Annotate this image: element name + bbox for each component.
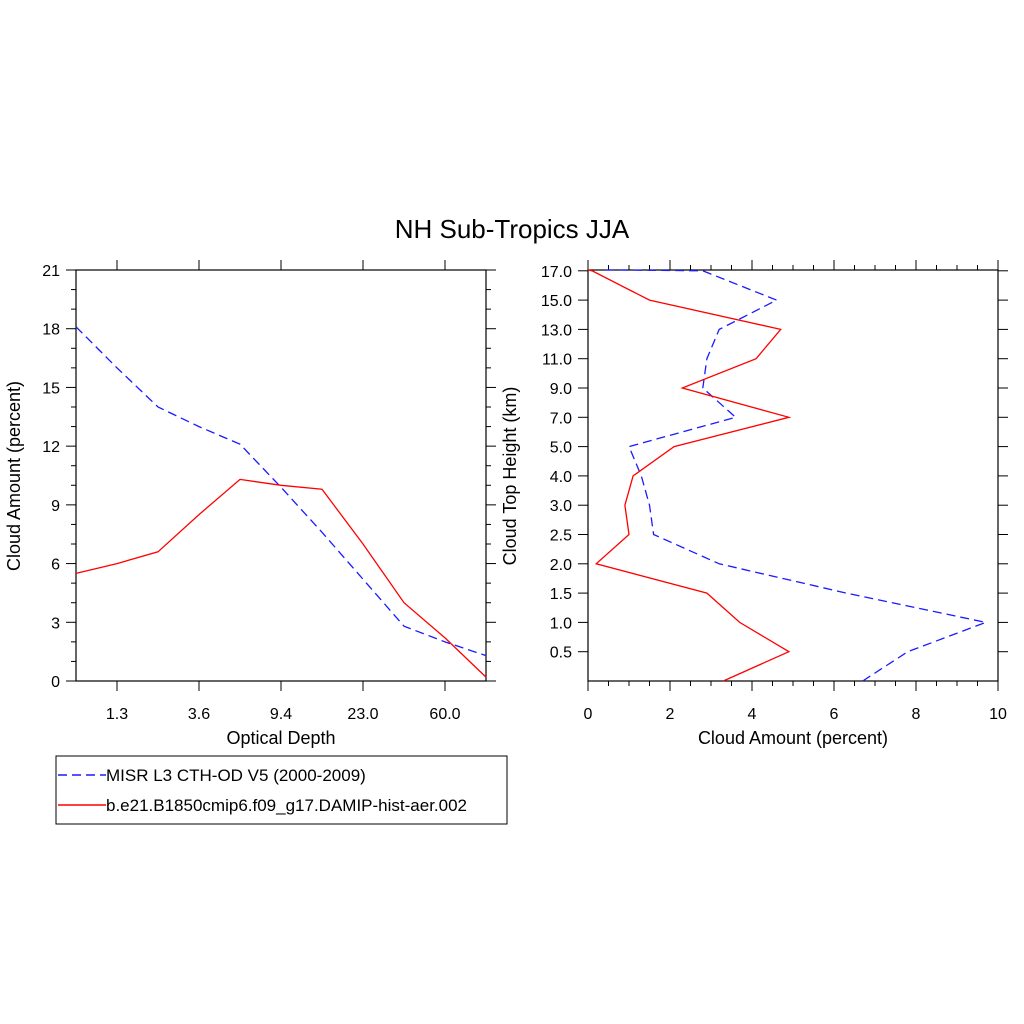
right-ticks — [578, 260, 1008, 691]
right-x-tick-label: 0 — [584, 706, 593, 723]
legend: MISR L3 CTH-OD V5 (2000-2009) b.e21.B185… — [55, 755, 508, 825]
right-chart-panel: 0 2 4 6 8 10 0.5 1.0 1.5 2.0 2.5 3.0 4.0 5.0 7.0 9.0 11.… — [500, 260, 1008, 748]
legend-box — [55, 755, 508, 825]
right-y-tick-label: 9.0 — [550, 381, 572, 398]
left-y-tick-label: 15 — [42, 380, 60, 397]
left-x-axis-title: Optical Depth — [226, 728, 335, 748]
left-x-tick-label: 9.4 — [270, 706, 292, 723]
right-y-tick-label: 1.0 — [550, 615, 572, 632]
left-series — [75, 326, 487, 678]
right-y-tick-label: 0.5 — [550, 645, 572, 662]
legend-label-misr: MISR L3 CTH-OD V5 (2000-2009) — [106, 766, 366, 785]
right-x-tick-label: 8 — [912, 706, 921, 723]
right-y-tick-label: 17.0 — [541, 264, 572, 281]
left-y-tick-label: 9 — [51, 498, 60, 515]
right-x-axis-title: Cloud Amount (percent) — [698, 728, 888, 748]
left-y-tick-label: 21 — [42, 263, 60, 280]
right-series — [587, 269, 989, 682]
left-x-tick-label: 1.3 — [106, 706, 128, 723]
left-y-tick-label: 6 — [51, 557, 60, 574]
figure-title: NH Sub-Tropics JJA — [395, 214, 630, 244]
legend-label-model: b.e21.B1850cmip6.f09_g17.DAMIP-hist-aer.… — [106, 796, 467, 815]
left-tick-labels: 0 3 6 9 12 15 18 21 1.3 3.6 9.4 23.0 60.0 — [42, 263, 460, 723]
right-x-tick-label: 10 — [989, 706, 1007, 723]
left-series-line-1 — [75, 478, 487, 678]
left-x-tick-label: 3.6 — [188, 706, 210, 723]
right-y-tick-label: 2.0 — [550, 557, 572, 574]
right-x-tick-label: 2 — [666, 706, 675, 723]
left-y-axis-title: Cloud Amount (percent) — [4, 381, 24, 571]
left-x-tick-label: 23.0 — [347, 706, 378, 723]
left-y-tick-label: 12 — [42, 439, 60, 456]
left-series-line-0 — [75, 326, 487, 657]
right-series-line-0 — [600, 269, 989, 682]
right-y-axis-title: Cloud Top Height (km) — [500, 387, 520, 566]
left-y-tick-label: 0 — [51, 674, 60, 691]
left-x-tick-label: 60.0 — [429, 706, 460, 723]
right-y-tick-label: 3.0 — [550, 498, 572, 515]
left-ticks — [66, 260, 496, 691]
left-y-tick-label: 3 — [51, 615, 60, 632]
right-y-tick-label: 7.0 — [550, 410, 572, 427]
right-y-tick-label: 2.5 — [550, 528, 572, 545]
right-x-tick-label: 4 — [748, 706, 757, 723]
left-chart-panel: 0 3 6 9 12 15 18 21 1.3 3.6 9.4 23.0 60.0 Optical De… — [4, 260, 496, 748]
right-y-tick-label: 4.0 — [550, 469, 572, 486]
right-tick-labels: 0 2 4 6 8 10 0.5 1.0 1.5 2.0 2.5 3.0 4.0 5.0 7.0 9.0 11.… — [541, 264, 1007, 723]
right-y-tick-label: 5.0 — [550, 440, 572, 457]
right-y-tick-label: 13.0 — [541, 322, 572, 339]
left-y-tick-label: 18 — [42, 322, 60, 339]
right-y-tick-label: 15.0 — [541, 293, 572, 310]
right-series-line-1 — [587, 269, 792, 682]
right-y-tick-label: 11.0 — [542, 352, 572, 369]
right-y-tick-label: 1.5 — [550, 586, 572, 603]
right-x-tick-label: 6 — [830, 706, 839, 723]
